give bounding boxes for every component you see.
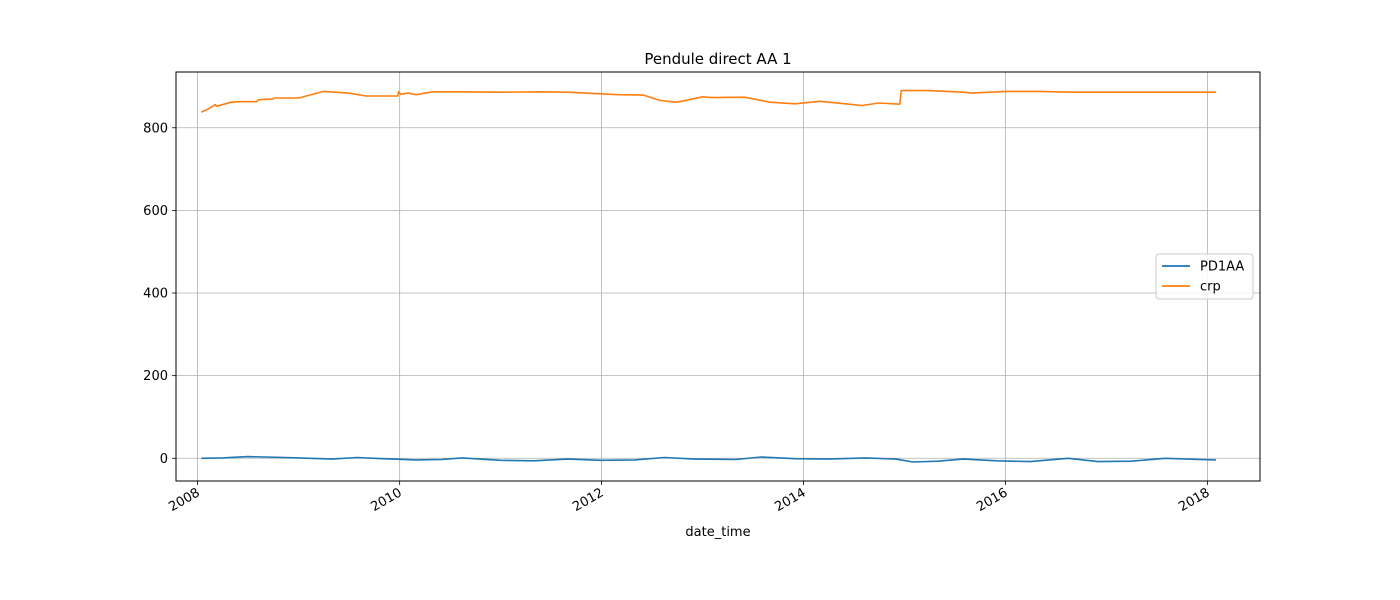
x-tick-label: 2018 bbox=[1176, 485, 1212, 515]
x-tick-label: 2014 bbox=[772, 485, 808, 515]
x-axis-label: date_time bbox=[685, 525, 750, 540]
legend-label: crp bbox=[1200, 280, 1221, 295]
legend: PD1AA crp bbox=[1155, 253, 1254, 300]
y-tick-label: 600 bbox=[143, 204, 168, 219]
x-tick-label: 2008 bbox=[166, 485, 202, 515]
series-line-crp bbox=[201, 89, 1216, 113]
plot-frame bbox=[175, 71, 1261, 482]
x-tick-label: 2010 bbox=[368, 485, 404, 515]
y-tick-label: 0 bbox=[160, 452, 168, 467]
axes: 2008 2010 2012 2014 2016 2018 0 200 400 600 800 bbox=[143, 121, 1212, 515]
chart-title: Pendule direct AA 1 bbox=[644, 50, 791, 68]
y-tick-label: 400 bbox=[143, 287, 168, 302]
y-tick-label: 200 bbox=[143, 369, 168, 384]
x-tick-label: 2012 bbox=[570, 485, 606, 515]
x-tick-label: 2016 bbox=[974, 485, 1010, 515]
series-line-pd1aa bbox=[201, 455, 1217, 463]
series-lines bbox=[201, 89, 1217, 463]
grid-lines bbox=[176, 72, 1260, 481]
legend-label: PD1AA bbox=[1200, 260, 1244, 275]
y-tick-label: 800 bbox=[143, 121, 168, 136]
